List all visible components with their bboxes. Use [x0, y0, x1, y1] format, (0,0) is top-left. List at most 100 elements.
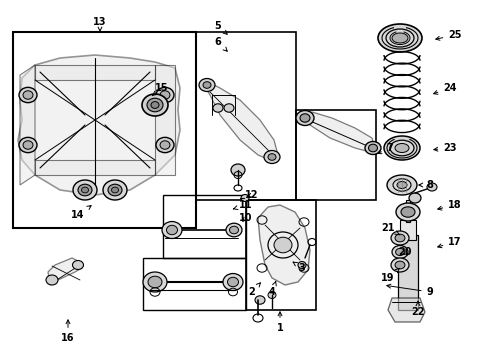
Ellipse shape — [227, 277, 238, 287]
Ellipse shape — [73, 180, 97, 200]
Ellipse shape — [377, 24, 421, 52]
Ellipse shape — [408, 193, 420, 203]
Ellipse shape — [142, 272, 167, 292]
Ellipse shape — [213, 104, 223, 112]
Ellipse shape — [148, 276, 162, 288]
Ellipse shape — [225, 223, 242, 237]
Ellipse shape — [23, 91, 33, 99]
Ellipse shape — [264, 150, 280, 163]
Ellipse shape — [273, 237, 291, 253]
Polygon shape — [18, 55, 180, 195]
Ellipse shape — [229, 226, 238, 234]
Ellipse shape — [297, 261, 305, 269]
Text: 19: 19 — [381, 268, 399, 283]
Polygon shape — [302, 112, 374, 152]
Ellipse shape — [295, 111, 313, 126]
Text: 15: 15 — [152, 83, 168, 96]
Polygon shape — [35, 160, 155, 175]
Text: 5: 5 — [214, 21, 227, 34]
Text: 24: 24 — [433, 83, 456, 94]
Ellipse shape — [395, 248, 404, 256]
Text: 12: 12 — [245, 190, 258, 200]
Ellipse shape — [396, 181, 406, 189]
Ellipse shape — [151, 102, 159, 108]
Polygon shape — [258, 205, 309, 285]
Bar — [245, 200, 315, 310]
Ellipse shape — [394, 261, 404, 269]
Ellipse shape — [203, 82, 210, 88]
Text: 8: 8 — [418, 180, 432, 190]
Ellipse shape — [81, 187, 88, 193]
Ellipse shape — [160, 91, 170, 99]
Ellipse shape — [199, 78, 215, 91]
Ellipse shape — [299, 114, 309, 122]
Ellipse shape — [426, 183, 436, 191]
Text: 9: 9 — [386, 284, 432, 297]
Bar — [295, 110, 375, 200]
Ellipse shape — [156, 87, 174, 103]
Ellipse shape — [390, 258, 408, 272]
Polygon shape — [48, 258, 82, 285]
Ellipse shape — [111, 187, 118, 193]
Ellipse shape — [267, 292, 275, 298]
Polygon shape — [203, 82, 278, 160]
Ellipse shape — [162, 221, 182, 239]
Ellipse shape — [166, 225, 177, 235]
Ellipse shape — [391, 33, 407, 43]
Ellipse shape — [160, 141, 170, 149]
Polygon shape — [155, 65, 175, 175]
Polygon shape — [20, 65, 35, 185]
Ellipse shape — [142, 94, 168, 116]
Text: 2: 2 — [248, 283, 260, 297]
Ellipse shape — [390, 231, 408, 245]
Text: 25: 25 — [435, 30, 461, 40]
Ellipse shape — [156, 138, 174, 153]
Ellipse shape — [267, 154, 275, 160]
Ellipse shape — [78, 184, 92, 196]
Ellipse shape — [364, 141, 380, 154]
Bar — [399, 220, 415, 240]
Text: 11: 11 — [233, 200, 252, 210]
Ellipse shape — [224, 104, 234, 112]
Text: 13: 13 — [93, 17, 106, 31]
Polygon shape — [387, 298, 424, 322]
Text: 10: 10 — [239, 213, 252, 223]
Text: 17: 17 — [437, 237, 461, 248]
Ellipse shape — [391, 246, 407, 258]
Bar — [163, 195, 245, 258]
Text: 23: 23 — [433, 143, 456, 153]
Text: 22: 22 — [410, 301, 424, 317]
Ellipse shape — [19, 87, 37, 103]
Ellipse shape — [223, 274, 243, 291]
Text: 4: 4 — [268, 282, 276, 297]
Ellipse shape — [147, 98, 163, 112]
Ellipse shape — [400, 207, 414, 217]
Text: 14: 14 — [71, 206, 91, 220]
Text: 1: 1 — [276, 312, 283, 333]
Ellipse shape — [23, 141, 33, 149]
Bar — [397, 235, 417, 310]
Ellipse shape — [108, 184, 122, 196]
Bar — [13, 32, 196, 228]
Text: 18: 18 — [437, 200, 461, 210]
Ellipse shape — [230, 164, 244, 176]
Ellipse shape — [383, 136, 419, 160]
Text: 7: 7 — [377, 143, 392, 154]
Ellipse shape — [103, 180, 127, 200]
Bar — [142, 258, 245, 310]
Ellipse shape — [394, 144, 408, 153]
Ellipse shape — [254, 296, 264, 304]
Ellipse shape — [368, 144, 377, 152]
Ellipse shape — [394, 234, 404, 242]
Text: 20: 20 — [397, 247, 411, 257]
Bar — [196, 32, 295, 200]
Text: 3: 3 — [292, 262, 305, 273]
Ellipse shape — [72, 261, 83, 270]
Ellipse shape — [19, 138, 37, 153]
Bar — [405, 200, 409, 222]
Ellipse shape — [386, 175, 416, 195]
Ellipse shape — [46, 275, 58, 285]
Text: 6: 6 — [214, 37, 227, 51]
Ellipse shape — [395, 203, 419, 221]
Ellipse shape — [241, 194, 248, 202]
